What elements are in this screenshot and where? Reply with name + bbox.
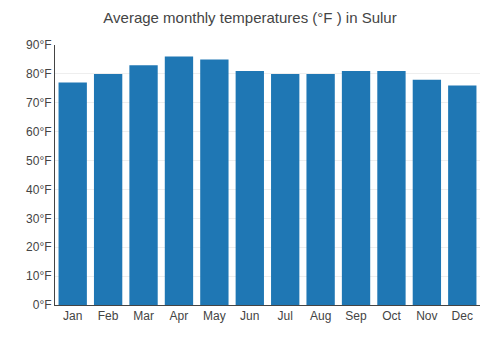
svg-text:Jun: Jun xyxy=(240,309,259,323)
svg-text:Jul: Jul xyxy=(278,309,293,323)
svg-text:Aug: Aug xyxy=(310,309,331,323)
svg-text:May: May xyxy=(203,309,226,323)
svg-text:Sep: Sep xyxy=(345,309,367,323)
svg-text:60°F: 60°F xyxy=(26,125,51,139)
svg-text:0°F: 0°F xyxy=(33,298,52,312)
svg-text:Apr: Apr xyxy=(170,309,189,323)
svg-text:30°F: 30°F xyxy=(26,212,51,226)
svg-text:Mar: Mar xyxy=(133,309,154,323)
svg-text:90°F: 90°F xyxy=(26,38,51,52)
svg-text:Dec: Dec xyxy=(452,309,473,323)
svg-text:50°F: 50°F xyxy=(26,154,51,168)
svg-text:Nov: Nov xyxy=(416,309,437,323)
svg-text:80°F: 80°F xyxy=(26,67,51,81)
svg-text:Jan: Jan xyxy=(63,309,82,323)
svg-text:Oct: Oct xyxy=(382,309,401,323)
svg-text:Feb: Feb xyxy=(98,309,119,323)
svg-text:20°F: 20°F xyxy=(26,240,51,254)
svg-text:10°F: 10°F xyxy=(26,269,51,283)
svg-text:40°F: 40°F xyxy=(26,183,51,197)
svg-text:Average monthly temperatures (: Average monthly temperatures (°F ) in Su… xyxy=(103,9,396,26)
svg-text:70°F: 70°F xyxy=(26,96,51,110)
